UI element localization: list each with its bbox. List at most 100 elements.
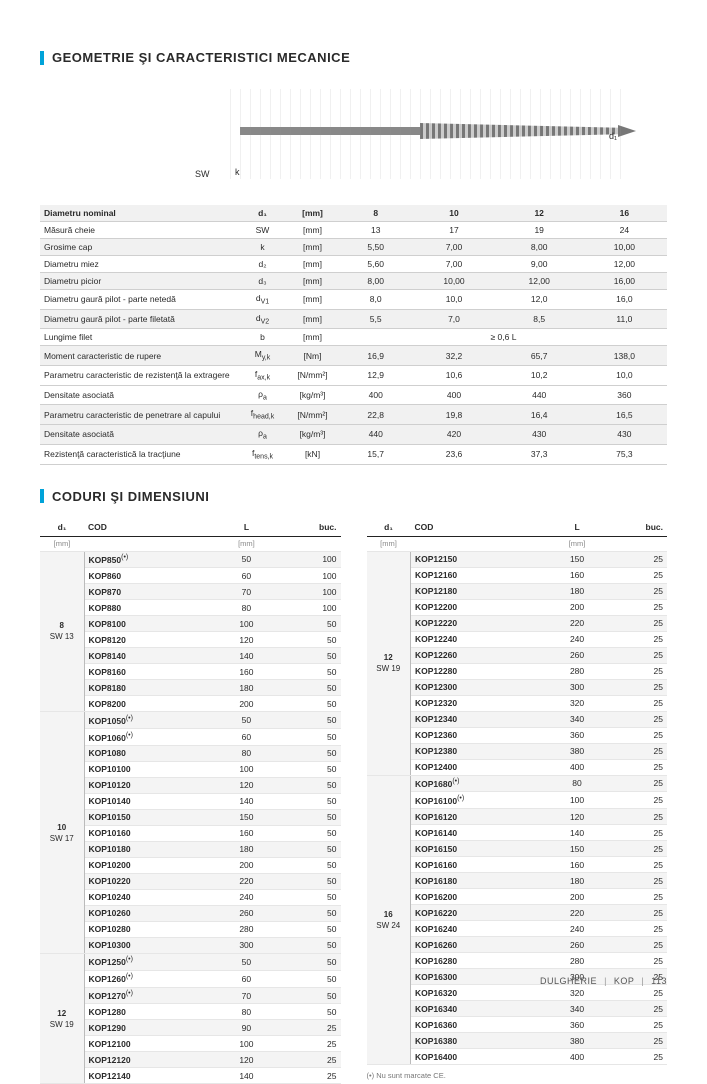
th-l: L [216,518,277,537]
group-label: 12SW 19 [40,953,84,1083]
cell-l: 180 [548,873,607,889]
cell-buc: 50 [277,857,340,873]
cell-cod: KOP10140 [84,793,216,809]
cell-buc: 50 [277,761,340,777]
mechanical-table: Diametru nominald₁[mm]8101216Măsură chei… [40,205,667,465]
cell-cod: KOP12120 [84,1052,216,1068]
cell-cod: KOP16320 [411,985,548,1001]
cell-buc: 50 [277,664,340,680]
cell-buc: 50 [277,648,340,664]
cell-cod: KOP1060(•) [84,729,216,746]
cell-buc: 25 [277,1020,340,1036]
cell-cod: KOP16360 [411,1017,548,1033]
cell-buc: 25 [606,759,667,775]
cell-cod: KOP12320 [411,695,548,711]
th-buc: buc. [606,518,667,537]
cell-cod: KOP10180 [84,841,216,857]
cell-cod: KOP16160 [411,857,548,873]
cell-l: 120 [216,632,277,648]
cell-cod: KOP12400 [411,759,548,775]
group-label: 16SW 24 [367,775,411,1065]
cell-cod: KOP10160 [84,825,216,841]
cell-cod: KOP8160 [84,664,216,680]
cell-buc: 25 [606,792,667,809]
cell-cod: KOP8200 [84,696,216,712]
cell-cod: KOP12380 [411,743,548,759]
cell-buc: 25 [606,889,667,905]
cell-l: 180 [216,841,277,857]
table-row: KOP1616016025 [367,857,668,873]
cell-buc: 25 [606,583,667,599]
table-row: Diametru nominald₁[mm]8101216 [40,205,667,222]
cell-buc: 25 [277,1036,340,1052]
cell-buc: 25 [606,841,667,857]
cell-buc: 25 [606,953,667,969]
cell-buc: 50 [277,616,340,632]
cell-l: 360 [548,1017,607,1033]
codes-tables: d₁ COD L buc. [mm] [mm] 8SW 13KOP850(•)5… [40,518,667,1084]
cell-buc: 25 [606,937,667,953]
table-row: KOP1016016050 [40,825,341,841]
cell-cod: KOP16400 [411,1049,548,1065]
table-row: KOP1614014025 [367,825,668,841]
table-row: KOP1018018050 [40,841,341,857]
cell-l: 60 [216,729,277,746]
cell-cod: KOP16200 [411,889,548,905]
cell-buc: 50 [277,1004,340,1020]
table-row: KOP1024024050 [40,889,341,905]
table-row: KOP88080100 [40,600,341,616]
cell-l: 280 [216,921,277,937]
cell-cod: KOP16280 [411,953,548,969]
cell-buc: 25 [606,1033,667,1049]
table-row: KOP86060100 [40,568,341,584]
cell-buc: 100 [277,584,340,600]
cell-buc: 25 [606,905,667,921]
cell-cod: KOP12160 [411,567,548,583]
cell-l: 60 [216,568,277,584]
cell-l: 150 [548,551,607,567]
table-row: KOP1626026025 [367,937,668,953]
cell-cod: KOP12140 [84,1068,216,1084]
cell-buc: 50 [277,921,340,937]
table-row: KOP1010010050 [40,761,341,777]
cell-buc: 50 [277,632,340,648]
cell-l: 100 [216,1036,277,1052]
table-row: 10SW 17KOP1050(•)5050 [40,712,341,729]
cell-cod: KOP12180 [411,583,548,599]
cell-l: 50 [216,712,277,729]
cell-cod: KOP10200 [84,857,216,873]
cell-l: 280 [548,663,607,679]
table-row: KOP1014014050 [40,793,341,809]
table-row: KOP1612012025 [367,809,668,825]
cell-cod: KOP10220 [84,873,216,889]
table-row: KOP816016050 [40,664,341,680]
footnote: (•) Nu sunt marcate CE. [367,1071,668,1080]
cell-cod: KOP12200 [411,599,548,615]
cell-l: 200 [548,889,607,905]
cell-l: 380 [548,1033,607,1049]
cell-buc: 50 [277,809,340,825]
label-d1: d₁ [609,131,617,141]
cell-l: 80 [216,745,277,761]
cell-cod: KOP870 [84,584,216,600]
cell-l: 220 [548,905,607,921]
cell-l: 80 [216,600,277,616]
title-bar-icon [40,51,44,65]
cell-l: 150 [216,809,277,825]
cell-buc: 25 [606,695,667,711]
cell-buc: 100 [277,568,340,584]
cell-l: 50 [216,551,277,568]
cell-cod: KOP850(•) [84,551,216,568]
cell-buc: 50 [277,745,340,761]
cell-cod: KOP1680(•) [411,775,548,792]
cell-buc: 25 [606,551,667,567]
cell-buc: 50 [277,970,340,987]
th-d1: d₁ [367,518,411,537]
cell-buc: 25 [606,743,667,759]
table-row: 8SW 13KOP850(•)50100 [40,551,341,568]
table-row: KOP1216016025 [367,567,668,583]
cell-cod: KOP12280 [411,663,548,679]
cell-cod: KOP12360 [411,727,548,743]
cell-l: 120 [548,809,607,825]
unit-l: [mm] [548,536,607,551]
